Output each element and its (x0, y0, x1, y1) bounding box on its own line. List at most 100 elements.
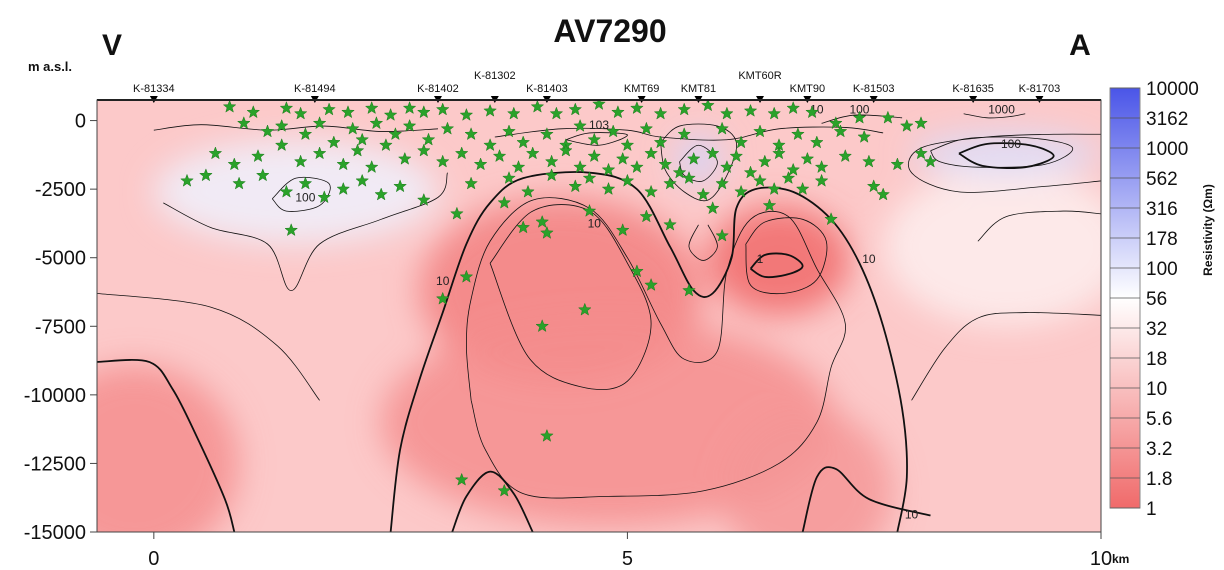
contour-line (911, 312, 1101, 401)
earthquake-marker (753, 173, 767, 187)
earthquake-marker (696, 187, 711, 201)
contour-line (565, 132, 628, 146)
earthquake-marker (639, 121, 654, 135)
earthquake-marker (810, 135, 824, 149)
colorbar-tick-label: 10 (1146, 379, 1167, 400)
earthquake-marker (644, 184, 658, 198)
colorbar-tick-label: 562 (1146, 169, 1178, 190)
earthquake-marker (592, 100, 606, 110)
earthquake-marker (251, 148, 265, 163)
station-label: KMT81 (681, 83, 716, 95)
earthquake-marker (383, 107, 398, 121)
earthquake-marker (786, 162, 801, 176)
contour-line (97, 359, 236, 532)
contour-label: 1000 (988, 103, 1015, 117)
earthquake-marker (658, 157, 673, 171)
earthquake-marker (772, 146, 786, 160)
y-tick-label: -5000 (35, 248, 86, 270)
contour-line (153, 124, 439, 132)
y-tick-label: -10000 (24, 385, 86, 407)
earthquake-marker (492, 149, 507, 163)
earthquake-marker (677, 127, 692, 141)
earthquake-marker (568, 179, 583, 193)
y-tick-label: -2500 (35, 179, 86, 201)
earthquake-marker (615, 223, 630, 237)
station-label: KMT60R (738, 70, 781, 82)
earthquake-marker (611, 105, 625, 119)
earthquake-marker (705, 201, 720, 215)
earthquake-marker (734, 135, 748, 149)
colorbar-tick-label: 1 (1146, 499, 1157, 520)
earthquake-marker (573, 159, 587, 174)
earthquake-marker (781, 170, 796, 184)
earthquake-marker (606, 124, 621, 138)
colorbar: 10000 3162 1000 562 316 178 100 56 32 18 10 5.6 3.2 1… (1109, 79, 1215, 520)
earthquake-marker (814, 159, 829, 174)
x-unit-label: km (1112, 552, 1129, 566)
earthquake-marker (402, 100, 417, 115)
earthquake-marker (284, 223, 299, 237)
earthquake-marker (644, 277, 658, 291)
earthquake-marker (582, 170, 597, 184)
resistivity-body (707, 205, 850, 316)
earthquake-marker (720, 106, 734, 120)
earthquake-marker (511, 159, 526, 174)
earthquake-marker (729, 148, 744, 163)
earthquake-marker (601, 162, 616, 176)
earthquake-marker (464, 127, 478, 141)
earthquake-marker (587, 132, 602, 146)
earthquake-marker (279, 184, 294, 198)
earthquake-marker (914, 146, 928, 160)
earthquake-marker (715, 176, 729, 190)
contour-line (494, 126, 884, 141)
earthquake-marker (852, 110, 867, 124)
earthquake-marker (866, 179, 881, 193)
earthquake-marker (516, 220, 531, 234)
earthquake-marker (435, 291, 450, 305)
earthquake-marker (663, 217, 677, 231)
earthquake-marker (587, 148, 602, 163)
y-tick-label: -7500 (35, 316, 86, 338)
earthquake-marker (464, 176, 478, 190)
earthquake-marker (791, 127, 805, 141)
earthquake-marker (293, 154, 308, 168)
earthquake-marker (350, 143, 365, 157)
resistivity-field (97, 131, 1101, 532)
colorbar-tick-label: 56 (1146, 289, 1167, 310)
earthquake-layer (180, 100, 938, 497)
station-label: K-81635 (952, 83, 994, 95)
x-tick-label: 10 (1090, 548, 1112, 570)
contour-line (958, 142, 1055, 169)
contour-label: 100 (1001, 137, 1021, 151)
earthquake-marker (573, 118, 587, 132)
earthquake-marker (459, 107, 474, 121)
earthquake-marker (653, 135, 668, 149)
earthquake-marker (544, 168, 559, 182)
earthquake-marker (620, 173, 635, 187)
earthquake-marker (757, 154, 772, 168)
earthquake-marker (530, 100, 545, 113)
earthquake-marker (862, 154, 876, 168)
earthquake-marker (317, 190, 332, 204)
chart-title: AV7290 (553, 13, 666, 49)
earthquake-marker (615, 151, 630, 165)
station-label: K-81334 (133, 83, 175, 95)
colorbar-tick-label: 3162 (1146, 109, 1188, 130)
earthquake-marker (540, 225, 554, 239)
earthquake-marker (298, 176, 313, 190)
earthquake-marker (672, 165, 687, 179)
colorbar-tick-label: 100 (1146, 259, 1178, 280)
earthquake-marker (601, 181, 616, 195)
station-layer: K-81334 K-81494 K-81402 K-81302 K-81403 KMT69… (133, 70, 1060, 103)
contour-label: 10 (905, 507, 919, 521)
earthquake-marker (535, 214, 550, 228)
earthquake-marker (923, 154, 938, 168)
earthquake-marker (364, 100, 379, 115)
earthquake-marker (549, 106, 564, 120)
y-tick-label: -15000 (24, 522, 86, 544)
earthquake-marker (274, 118, 289, 132)
contour-label: 10 (588, 217, 602, 231)
earthquake-marker (497, 195, 512, 209)
earthquake-marker (743, 165, 758, 179)
earthquake-marker (454, 146, 469, 160)
